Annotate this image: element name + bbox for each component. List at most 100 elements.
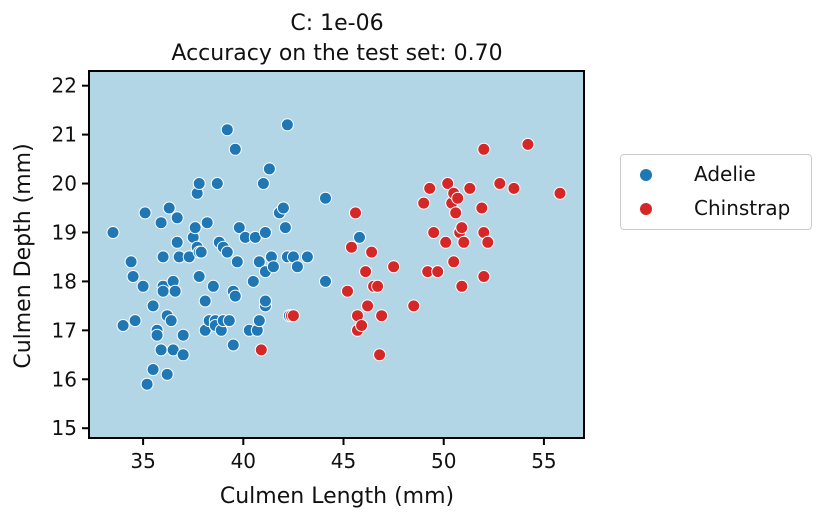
point-adelie	[140, 377, 154, 391]
point-adelie	[228, 142, 242, 156]
point-chinstrap	[341, 284, 354, 298]
y-tick-label: 15	[52, 416, 77, 440]
point-adelie	[278, 221, 292, 235]
point-chinstrap	[417, 196, 431, 210]
point-adelie	[192, 270, 206, 283]
point-chinstrap	[477, 270, 491, 283]
point-chinstrap	[387, 260, 401, 274]
point-chinstrap	[254, 343, 268, 357]
point-chinstrap	[407, 299, 421, 313]
point-adelie	[106, 226, 120, 239]
point-adelie	[290, 260, 304, 274]
point-adelie	[156, 284, 170, 298]
point-adelie	[353, 230, 366, 244]
point-adelie	[138, 206, 152, 220]
point-adelie	[319, 274, 332, 288]
point-adelie	[150, 328, 164, 342]
legend-marker-adelie	[640, 169, 652, 181]
point-adelie	[232, 221, 246, 235]
point-adelie	[230, 255, 244, 269]
legend: Adelie Chinstrap	[620, 154, 812, 230]
point-chinstrap	[349, 206, 362, 220]
point-chinstrap	[493, 177, 507, 190]
legend-item-adelie: Adelie	[621, 159, 811, 189]
point-chinstrap	[423, 181, 437, 195]
point-adelie	[194, 245, 208, 259]
point-chinstrap	[477, 142, 491, 156]
point-adelie	[162, 201, 176, 215]
x-axis-ticks: 35 40 45 50 55	[130, 438, 557, 473]
point-chinstrap	[463, 181, 477, 195]
point-adelie	[220, 245, 234, 259]
point-chinstrap	[521, 137, 535, 151]
y-tick-label: 19	[52, 220, 77, 244]
legend-item-chinstrap: Chinstrap	[621, 193, 811, 223]
point-chinstrap	[431, 265, 445, 279]
point-adelie	[146, 299, 160, 313]
legend-marker-chinstrap	[640, 203, 652, 215]
point-adelie	[170, 211, 184, 225]
point-chinstrap	[359, 265, 373, 279]
x-tick-label: 45	[331, 449, 356, 473]
y-axis-ticks: 15 16 17 18 19 20 21 22	[52, 74, 89, 440]
point-adelie	[266, 260, 280, 274]
x-tick-label: 50	[431, 449, 456, 473]
point-adelie	[276, 201, 290, 215]
chart-title-line2: Accuracy on the test set: 0.70	[171, 41, 502, 66]
point-adelie	[246, 274, 260, 288]
point-adelie	[280, 118, 294, 132]
point-adelie	[220, 123, 234, 137]
point-adelie	[176, 328, 190, 342]
point-adelie	[188, 221, 202, 235]
y-tick-label: 17	[52, 318, 77, 342]
x-tick-label: 35	[130, 449, 155, 473]
point-adelie	[262, 162, 276, 176]
point-chinstrap	[447, 255, 461, 269]
point-adelie	[200, 216, 214, 230]
point-chinstrap	[481, 235, 495, 249]
x-tick-label: 40	[231, 449, 256, 473]
point-chinstrap	[455, 279, 469, 293]
point-adelie	[206, 279, 220, 293]
legend-label-adelie: Adelie	[694, 162, 756, 186]
point-chinstrap	[371, 279, 385, 293]
point-chinstrap	[507, 181, 521, 195]
point-adelie	[198, 294, 212, 308]
point-adelie	[210, 177, 224, 190]
point-adelie	[124, 255, 138, 269]
point-adelie	[258, 294, 272, 308]
points-layer	[106, 118, 567, 391]
y-tick-label: 16	[52, 367, 77, 391]
point-chinstrap	[345, 240, 358, 254]
point-adelie	[126, 270, 140, 283]
point-chinstrap	[361, 299, 375, 313]
point-chinstrap	[553, 186, 567, 200]
point-adelie	[256, 177, 270, 190]
point-adelie	[252, 255, 266, 269]
chart-title-line1: C: 1e-06	[290, 11, 383, 36]
point-chinstrap	[373, 348, 387, 362]
y-tick-label: 20	[52, 172, 77, 196]
point-adelie	[160, 367, 174, 381]
point-adelie	[300, 250, 314, 264]
y-tick-label: 18	[52, 269, 77, 293]
x-tick-label: 55	[531, 449, 556, 473]
point-chinstrap	[441, 177, 455, 190]
y-tick-label: 21	[52, 123, 77, 147]
point-adelie	[228, 289, 242, 303]
point-adelie	[116, 319, 130, 332]
point-adelie	[154, 216, 168, 230]
plot-frame	[88, 70, 585, 439]
point-chinstrap	[375, 309, 389, 323]
point-chinstrap	[455, 221, 469, 235]
point-chinstrap	[365, 245, 379, 259]
point-chinstrap	[355, 319, 369, 332]
point-adelie	[154, 343, 168, 357]
point-chinstrap	[457, 235, 471, 249]
point-adelie	[128, 314, 142, 328]
point-chinstrap	[439, 235, 453, 249]
point-adelie	[168, 284, 182, 298]
point-chinstrap	[286, 309, 300, 323]
point-adelie	[226, 338, 240, 352]
